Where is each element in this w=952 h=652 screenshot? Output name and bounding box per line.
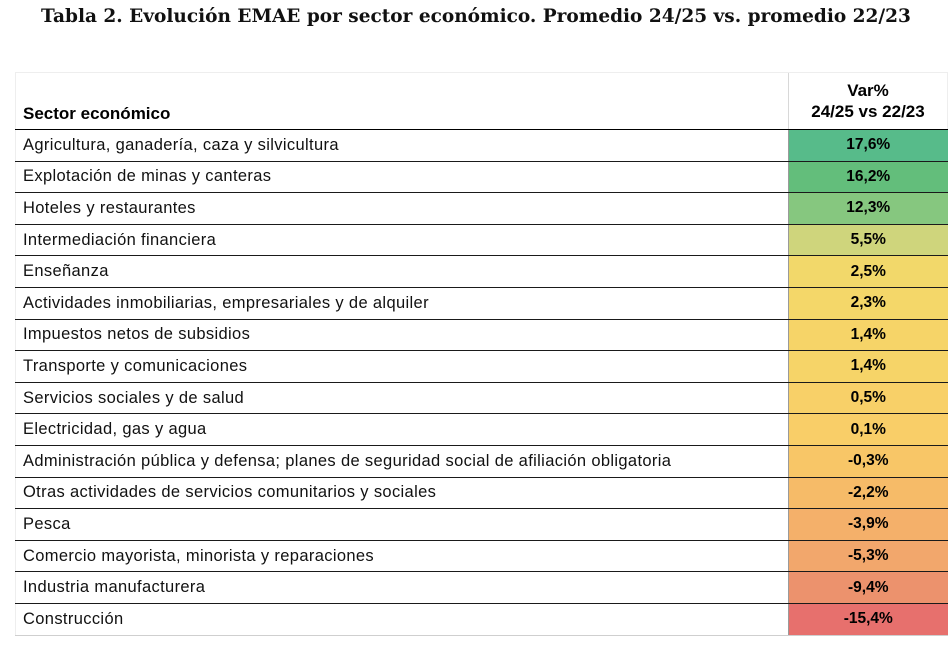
sector-name-cell: Intermediación financiera — [15, 224, 789, 257]
variation-value-cell: 16,2% — [788, 161, 948, 194]
table-title: Tabla 2. Evolución EMAE por sector econó… — [41, 6, 911, 27]
table-body: Agricultura, ganadería, caza y silvicult… — [15, 129, 948, 636]
table-row: Intermediación financiera 5,5% — [15, 224, 948, 257]
sector-name-cell: Actividades inmobiliarias, empresariales… — [15, 287, 789, 320]
variation-value-cell: 1,4% — [788, 350, 948, 383]
sector-name-cell: Hoteles y restaurantes — [15, 192, 789, 225]
sector-name-cell: Construcción — [15, 603, 789, 636]
column-header-variation: Var% 24/25 vs 22/23 — [788, 72, 948, 130]
variation-value-cell: -15,4% — [788, 603, 948, 636]
table-row: Construcción -15,4% — [15, 603, 948, 636]
column-header-variation-line2: 24/25 vs 22/23 — [811, 102, 925, 121]
sector-name-cell: Electricidad, gas y agua — [15, 413, 789, 446]
emae-sector-table: Sector económico Var% 24/25 vs 22/23 Agr… — [15, 72, 948, 636]
variation-value-cell: 0,5% — [788, 382, 948, 415]
table-row: Electricidad, gas y agua 0,1% — [15, 413, 948, 446]
column-header-sector: Sector económico — [15, 72, 789, 130]
variation-value-cell: -9,4% — [788, 571, 948, 604]
table-header-row: Sector económico Var% 24/25 vs 22/23 — [15, 72, 948, 130]
table-row: Administración pública y defensa; planes… — [15, 445, 948, 478]
sector-name-cell: Administración pública y defensa; planes… — [15, 445, 789, 478]
variation-value-cell: -3,9% — [788, 508, 948, 541]
sector-name-cell: Agricultura, ganadería, caza y silvicult… — [15, 129, 789, 162]
variation-value-cell: 1,4% — [788, 319, 948, 352]
variation-value-cell: -2,2% — [788, 477, 948, 510]
variation-value-cell: -0,3% — [788, 445, 948, 478]
table-row: Explotación de minas y canteras 16,2% — [15, 161, 948, 194]
table-row: Actividades inmobiliarias, empresariales… — [15, 287, 948, 320]
table-row: Otras actividades de servicios comunitar… — [15, 477, 948, 510]
variation-value-cell: 5,5% — [788, 224, 948, 257]
table-row: Impuestos netos de subsidios 1,4% — [15, 319, 948, 352]
table-row: Comercio mayorista, minorista y reparaci… — [15, 540, 948, 573]
sector-name-cell: Explotación de minas y canteras — [15, 161, 789, 194]
variation-value-cell: 2,3% — [788, 287, 948, 320]
sector-name-cell: Industria manufacturera — [15, 571, 789, 604]
sector-name-cell: Servicios sociales y de salud — [15, 382, 789, 415]
sector-name-cell: Comercio mayorista, minorista y reparaci… — [15, 540, 789, 573]
variation-value-cell: 2,5% — [788, 255, 948, 288]
table-row: Pesca -3,9% — [15, 508, 948, 541]
sector-name-cell: Impuestos netos de subsidios — [15, 319, 789, 352]
variation-value-cell: 0,1% — [788, 413, 948, 446]
sector-name-cell: Transporte y comunicaciones — [15, 350, 789, 383]
table-row: Industria manufacturera -9,4% — [15, 571, 948, 604]
variation-value-cell: 17,6% — [788, 129, 948, 162]
variation-value-cell: 12,3% — [788, 192, 948, 225]
sector-name-cell: Pesca — [15, 508, 789, 541]
column-header-variation-line1: Var% — [847, 81, 889, 100]
table-row: Servicios sociales y de salud 0,5% — [15, 382, 948, 415]
table-row: Agricultura, ganadería, caza y silvicult… — [15, 129, 948, 162]
table-row: Enseñanza 2,5% — [15, 255, 948, 288]
sector-name-cell: Enseñanza — [15, 255, 789, 288]
table-row: Transporte y comunicaciones 1,4% — [15, 350, 948, 383]
sector-name-cell: Otras actividades de servicios comunitar… — [15, 477, 789, 510]
variation-value-cell: -5,3% — [788, 540, 948, 573]
table-row: Hoteles y restaurantes 12,3% — [15, 192, 948, 225]
